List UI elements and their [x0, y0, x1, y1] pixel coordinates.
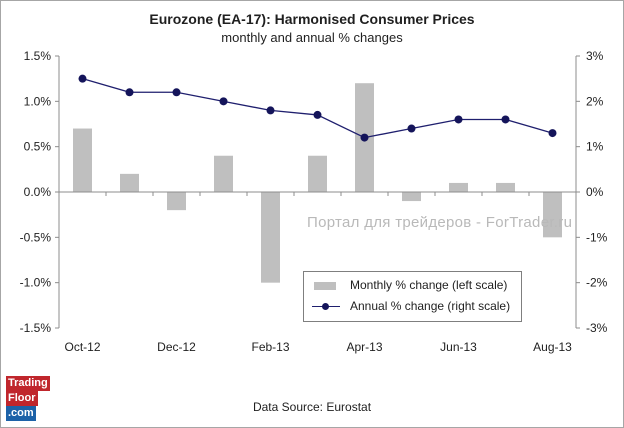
right-tick-label: 1% [586, 140, 604, 154]
bar-Dec-12 [167, 192, 186, 211]
logo-line-2: Floor [6, 391, 38, 406]
chart-subtitle: monthly and annual % changes [221, 30, 403, 45]
bar-Feb-13 [261, 192, 280, 283]
point-Jan-13 [219, 97, 228, 106]
point-Aug-13 [548, 129, 557, 138]
legend-item-monthly: Monthly % change (left scale) [304, 276, 521, 296]
point-Mar-13 [313, 110, 322, 119]
point-Jul-13 [501, 115, 510, 124]
right-tick-label: 2% [586, 94, 604, 108]
chart-legend: Monthly % change (left scale) Annual % c… [303, 271, 522, 322]
point-Dec-12 [172, 88, 181, 97]
right-tick-label: 0% [586, 185, 604, 199]
left-tick-label: 0.5% [24, 140, 52, 154]
bar-Oct-12 [73, 128, 92, 192]
left-tick-label: -1.0% [20, 276, 52, 290]
left-tick-label: -1.5% [20, 321, 52, 335]
legend-label-annual: Annual % change (right scale) [350, 299, 511, 313]
point-Feb-13 [266, 106, 275, 115]
right-tick-label: -1% [586, 230, 608, 244]
point-Jun-13 [454, 115, 463, 124]
logo-line-3: .com [6, 406, 36, 421]
legend-bar-swatch [314, 282, 336, 290]
legend-marker-swatch [322, 303, 329, 310]
left-tick-label: 1.5% [24, 49, 52, 63]
bar-May-13 [402, 192, 421, 202]
x-tick-label: Jun-13 [440, 340, 477, 354]
left-tick-label: -0.5% [20, 230, 52, 244]
bar-Jan-13 [214, 155, 233, 192]
bar-Nov-12 [120, 173, 139, 192]
logo-line-1: Trading [6, 376, 50, 391]
data-source: Data Source: Eurostat [252, 400, 372, 414]
left-tick-label: 1.0% [24, 94, 52, 108]
point-Oct-12 [78, 74, 87, 83]
x-tick-label: Feb-13 [251, 340, 289, 354]
annual-change-line [82, 78, 553, 139]
legend-label-monthly: Monthly % change (left scale) [350, 278, 508, 292]
right-tick-label: -3% [586, 321, 608, 335]
point-Nov-12 [125, 88, 134, 97]
bar-Mar-13 [308, 155, 327, 192]
legend-item-annual: Annual % change (right scale) [304, 297, 521, 317]
chart-title: Eurozone (EA-17): Harmonised Consumer Pr… [149, 11, 475, 27]
watermark-text: Портал для трейдеров - ForTrader.ru [307, 214, 573, 231]
x-tick-label: Apr-13 [346, 340, 382, 354]
bar-Jun-13 [449, 182, 468, 192]
x-tick-label: Dec-12 [157, 340, 196, 354]
left-tick-label: 0.0% [24, 185, 52, 199]
right-tick-label: 3% [586, 49, 604, 63]
point-Apr-13 [360, 133, 369, 142]
x-tick-label: Aug-13 [533, 340, 572, 354]
tradingfloor-logo: Trading Floor .com [6, 376, 52, 422]
bar-Jul-13 [496, 182, 515, 192]
point-May-13 [407, 124, 416, 133]
x-tick-label: Oct-12 [64, 340, 100, 354]
right-tick-label: -2% [586, 276, 608, 290]
bar-Aug-13 [543, 192, 562, 238]
